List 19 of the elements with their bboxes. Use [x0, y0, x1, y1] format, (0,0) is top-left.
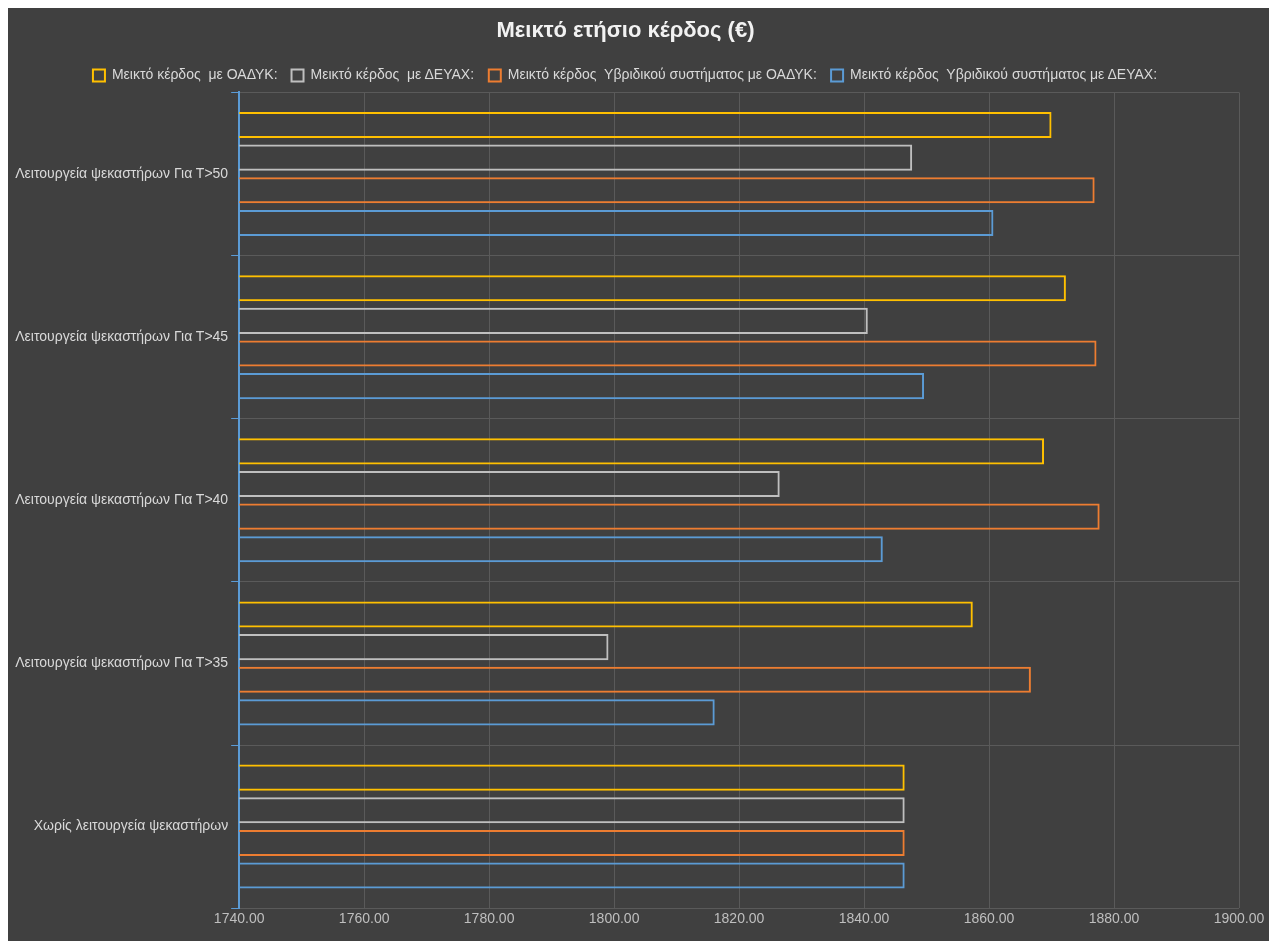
chart-title: Μεικτό ετήσιο κέρδος (€)	[496, 17, 755, 43]
y-tick-label: Λειτουργεία ψεκαστήρων Για Τ>50	[15, 164, 229, 181]
legend-label: Μεικτό κέρδος με ΟΑΔΥΚ:	[111, 66, 278, 83]
y-tick-label: Λειτουργεία ψεκαστήρων Για Τ>40	[15, 491, 229, 508]
x-tick-label: 1880.00	[1088, 910, 1140, 927]
legend-label: Μεικτό κέρδος Υβριδικού συστήματος με ΔΕΥΑΧ:	[850, 66, 1158, 83]
x-tick-label: 1900.00	[1213, 910, 1265, 927]
x-tick-label: 1760.00	[338, 910, 390, 927]
y-tick-label: Λειτουργεία ψεκαστήρων Για Τ>45	[15, 328, 229, 344]
legend-label: Μεικτό κέρδος με ΔΕΥΑΧ:	[310, 66, 475, 83]
x-tick-label: 1860.00	[963, 910, 1015, 927]
y-tick-label: Λειτουργεία ψεκαστήρων Για Τ>35	[15, 654, 229, 671]
x-tick-label: 1820.00	[713, 910, 765, 927]
x-tick-label: 1740.00	[213, 910, 265, 927]
legend-label: Μεικτό κέρδος Υβριδικού συστήματος με ΟΑΔΥΚ:	[507, 66, 817, 83]
x-tick-label: 1840.00	[838, 910, 890, 927]
x-tick-label: 1800.00	[588, 910, 640, 927]
y-tick-label: Χωρίς λειτουργεία ψεκαστήρων	[33, 817, 229, 834]
x-tick-label: 1780.00	[463, 910, 515, 927]
